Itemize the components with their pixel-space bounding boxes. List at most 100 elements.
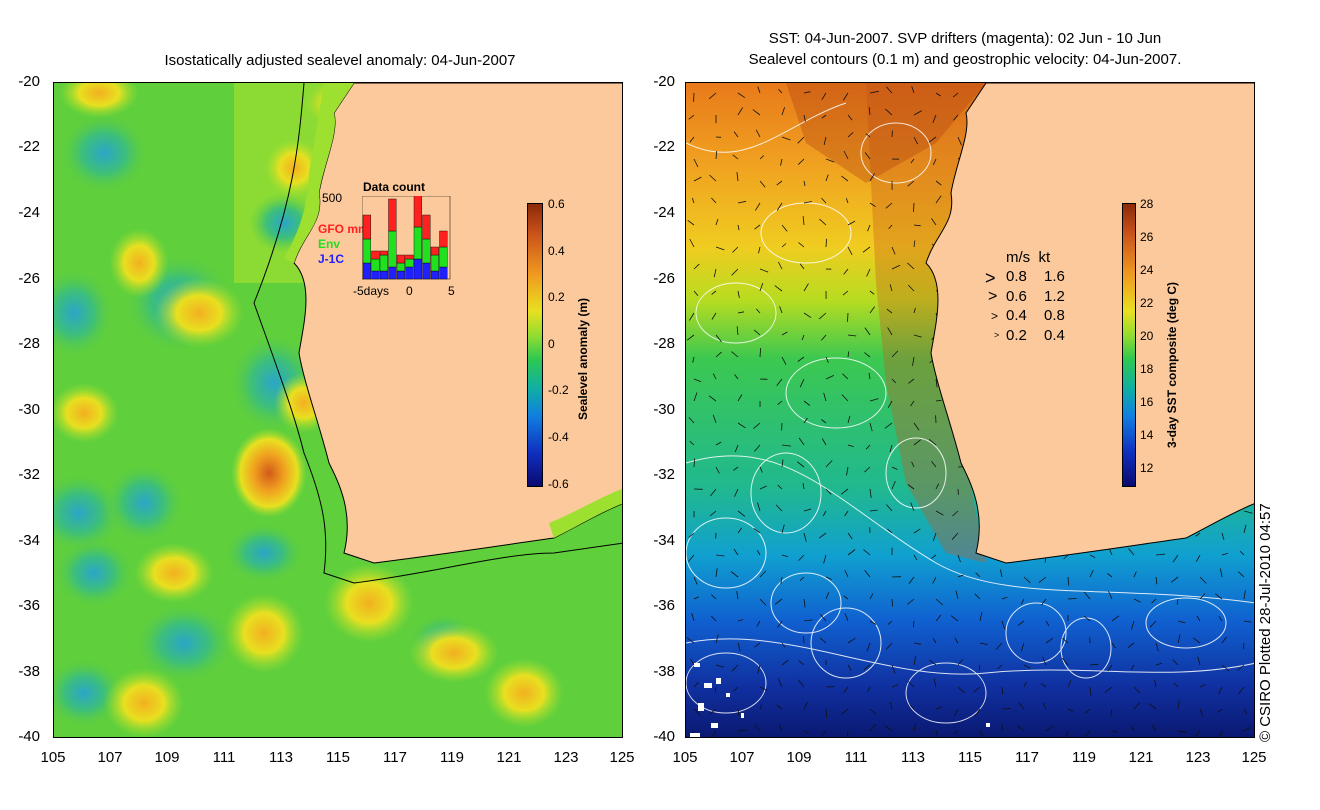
velocity-arrow xyxy=(1108,590,1113,600)
y-tick: -32 xyxy=(18,466,40,483)
velocity-arrow xyxy=(825,576,832,580)
x-tick: 107 xyxy=(97,749,123,766)
velocity-arrow xyxy=(779,306,783,314)
velocity-arrow xyxy=(847,664,852,671)
cb-tick: 12 xyxy=(1140,461,1154,475)
velocity-arrow xyxy=(952,92,959,98)
velocity-arrow xyxy=(911,86,915,94)
x-tick: 121 xyxy=(496,749,522,766)
velocity-arrow xyxy=(891,246,896,255)
velocity-arrow xyxy=(869,708,877,715)
velocity-arrow xyxy=(712,414,717,424)
velocity-arrow xyxy=(907,180,915,187)
inset-bar-env xyxy=(371,258,380,272)
velocity-arrow xyxy=(796,461,805,468)
velocity-arrow xyxy=(798,679,805,688)
cb-tick: 26 xyxy=(1140,230,1154,244)
x-tick: 121 xyxy=(1128,749,1154,766)
velocity-arrow xyxy=(847,246,853,256)
velocity-arrow xyxy=(818,532,827,539)
x-tick: 109 xyxy=(154,749,180,766)
legend-kt: 0.8 xyxy=(1044,307,1065,324)
velocity-arrow xyxy=(847,312,849,322)
left-panel-title: Isostatically adjusted sealevel anomaly:… xyxy=(164,52,516,69)
velocity-arrow xyxy=(885,202,893,209)
velocity-arrow xyxy=(1089,663,1099,666)
y-tick: -22 xyxy=(18,138,40,155)
velocity-arrow xyxy=(801,334,805,341)
velocity-arrow xyxy=(820,730,827,736)
velocity-arrow xyxy=(818,312,827,320)
velocity-arrow xyxy=(844,569,849,578)
velocity-arrow xyxy=(913,722,917,732)
velocity-arrow xyxy=(869,422,873,432)
velocity-arrow xyxy=(867,686,871,692)
velocity-arrow xyxy=(864,152,871,160)
x-tick: 123 xyxy=(1185,749,1211,766)
velocity-arrow xyxy=(1110,708,1113,717)
velocity-arrow xyxy=(1065,730,1069,737)
velocity-arrow xyxy=(731,664,739,672)
y-tick: -26 xyxy=(653,270,675,287)
velocity-arrow xyxy=(781,444,791,447)
velocity-arrow xyxy=(995,642,1003,650)
velocity-arrow xyxy=(930,554,937,559)
velocity-arrow xyxy=(935,378,938,388)
velocity-arrow xyxy=(888,224,893,230)
velocity-arrow xyxy=(781,136,791,141)
velocity-arrow xyxy=(693,596,699,600)
velocity-arrow xyxy=(821,197,827,204)
velocity-arrow xyxy=(1219,730,1223,737)
velocity-arrow xyxy=(754,224,761,230)
velocity-arrow xyxy=(759,570,767,578)
velocity-arrow xyxy=(1041,598,1047,606)
velocity-arrow xyxy=(1130,725,1135,732)
velocity-arrow xyxy=(1133,571,1137,578)
velocity-arrow xyxy=(932,114,937,123)
velocity-arrow xyxy=(710,488,717,497)
velocity-arrow xyxy=(693,263,700,270)
velocity-arrow xyxy=(759,466,763,473)
velocity-arrow xyxy=(1128,548,1135,556)
y-tick: -34 xyxy=(18,532,40,549)
velocity-arrow xyxy=(907,262,915,270)
x-tick: 115 xyxy=(958,749,982,766)
velocity-arrow xyxy=(1243,590,1246,600)
velocity-arrow xyxy=(891,480,896,490)
velocity-arrow xyxy=(781,642,786,648)
velocity-arrow xyxy=(759,268,769,273)
velocity-arrow xyxy=(1084,730,1091,737)
velocity-arrow xyxy=(731,268,739,276)
velocity-arrow xyxy=(1023,681,1027,688)
velocity-arrow xyxy=(776,202,783,211)
velocity-arrow xyxy=(868,107,871,116)
velocity-arrow xyxy=(759,155,764,160)
velocity-arrow xyxy=(798,660,805,666)
legend-ms: 0.4 xyxy=(1006,307,1027,324)
velocity-arrow xyxy=(758,246,761,254)
velocity-arrow xyxy=(952,510,959,517)
velocity-arrow xyxy=(708,395,717,402)
sst-map[interactable] xyxy=(685,82,1255,738)
velocity-arrow xyxy=(865,133,871,138)
inset-bar-jc xyxy=(371,270,380,280)
legend-ms: 0.8 xyxy=(1006,268,1027,285)
velocity-arrow xyxy=(1239,550,1245,556)
right-panel-title-line1: SST: 04-Jun-2007. SVP drifters (magenta)… xyxy=(768,30,1162,47)
velocity-arrow xyxy=(1045,725,1054,732)
inset-bar-gfo xyxy=(362,214,371,240)
cb-tick: 14 xyxy=(1140,428,1154,442)
velocity-arrow xyxy=(821,114,827,119)
velocity-arrow xyxy=(847,334,857,337)
velocity-arrow xyxy=(957,659,963,666)
cb-tick: 22 xyxy=(1140,296,1154,310)
velocity-arrow xyxy=(715,466,720,474)
sealevel-map[interactable] xyxy=(53,82,623,738)
sst-colorbar-label: 3-day SST composite (deg C) xyxy=(1165,281,1179,448)
velocity-arrow xyxy=(847,532,853,540)
velocity-arrow xyxy=(1016,724,1025,732)
velocity-arrow xyxy=(781,243,787,248)
inset-bar-env xyxy=(422,238,431,264)
velocity-arrow xyxy=(775,504,783,512)
velocity-arrow xyxy=(891,378,897,384)
